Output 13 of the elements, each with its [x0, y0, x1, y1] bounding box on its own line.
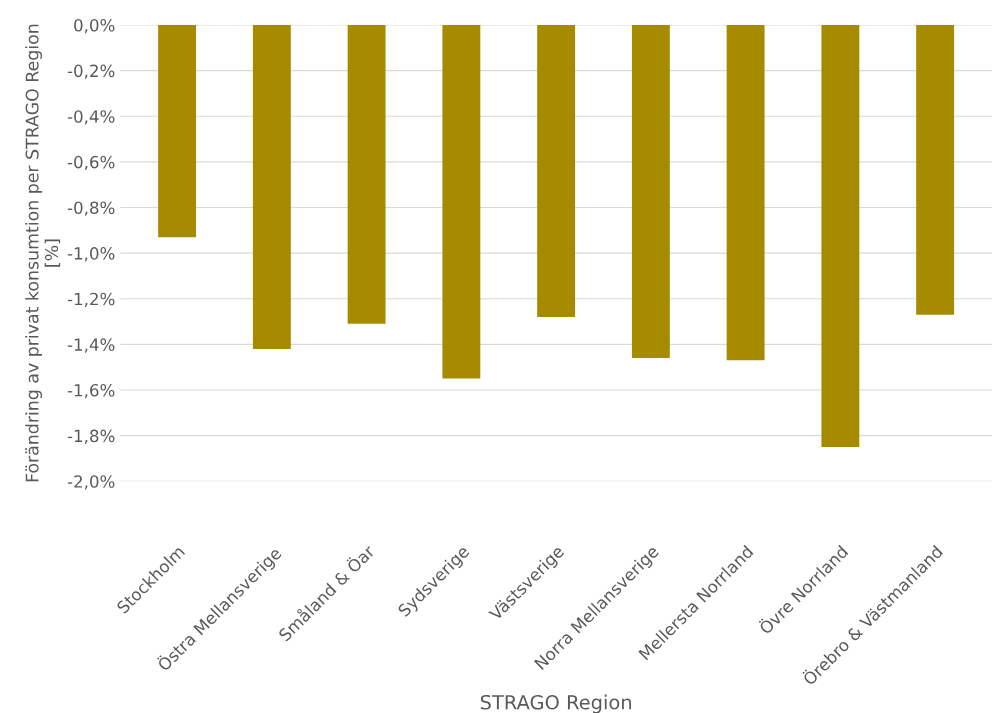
y-tick-label: -0,4% — [67, 110, 115, 125]
y-tick-label: -2,0% — [67, 475, 115, 490]
y-tick-label: -0,6% — [67, 155, 115, 171]
y-tick-label: -1,6% — [67, 383, 115, 399]
x-axis-title: STRAGO Region — [480, 694, 631, 713]
y-tick-label: -1,8% — [67, 429, 115, 444]
y-tick-label: 0,0% — [74, 18, 115, 34]
y-tick-label: -0,2% — [67, 64, 115, 79]
y-tick-label: -1,4% — [67, 338, 115, 353]
y-axis-title: Förändring av privat konsumtion per STRAGO Region [%] — [25, 24, 61, 482]
y-tick-label: -0,8% — [67, 201, 115, 216]
y-tick-label: -1,0% — [67, 247, 115, 262]
y-tick-label: -1,2% — [67, 292, 115, 308]
